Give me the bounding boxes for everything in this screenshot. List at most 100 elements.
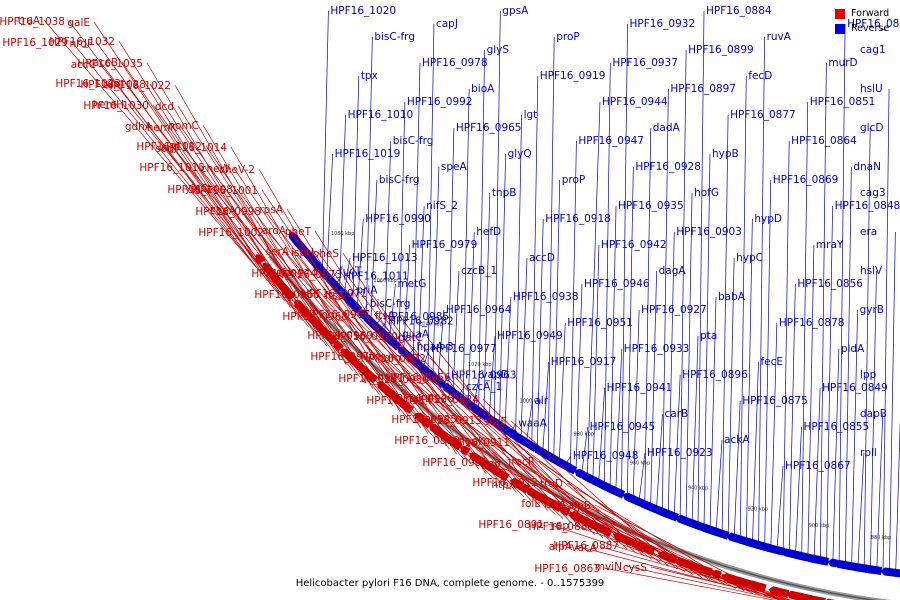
forward-leader-line xyxy=(625,565,783,600)
forward-leader-line xyxy=(174,84,322,341)
reverse-leader-line xyxy=(603,62,611,486)
forward-leader-line xyxy=(152,104,334,353)
reverse-leader-line xyxy=(499,153,506,426)
reverse-leader-line xyxy=(727,257,735,536)
reverse-gene-label: HPF16_0964 xyxy=(446,304,512,316)
forward-gene-label: cheV-2 xyxy=(219,164,255,176)
legend-reverse-label: Reverse xyxy=(851,23,890,34)
forward-gene-label: ftsZ xyxy=(325,290,345,302)
reverse-gene-label: carB xyxy=(664,408,688,420)
forward-leader-line xyxy=(43,19,257,268)
tick-label: 1000 kbp xyxy=(520,399,544,405)
forward-leader-line xyxy=(233,167,394,407)
reverse-leader-line xyxy=(553,179,561,459)
forward-gene-label: HPF16_1002 xyxy=(198,227,264,239)
forward-leader-line xyxy=(650,566,790,600)
reverse-leader-line xyxy=(432,166,440,377)
reverse-leader-line xyxy=(679,49,687,519)
reverse-leader-line xyxy=(667,231,675,515)
reverse-gene-shape xyxy=(657,507,679,522)
forward-gene-label: sodF xyxy=(155,143,180,155)
reverse-leader-line xyxy=(473,374,480,408)
reverse-gene xyxy=(345,296,363,314)
reverse-gene-label: HPF16_0990 xyxy=(365,213,431,225)
forward-leader-line xyxy=(566,482,745,592)
reverse-leader-line xyxy=(412,62,421,361)
forward-gene-label: HPF16_0901 xyxy=(422,457,488,469)
reverse-leader-line xyxy=(575,283,583,472)
reverse-leader-line xyxy=(832,348,840,563)
forward-gene-label: folE xyxy=(521,498,541,510)
reverse-gene xyxy=(605,484,626,499)
forward-leader-line xyxy=(208,166,387,401)
forward-leader-line xyxy=(239,209,436,439)
forward-gene-label: HPF16_0914 xyxy=(366,395,432,407)
reverse-leader-line xyxy=(389,283,396,340)
reverse-gene-label: HPF16_0884 xyxy=(706,5,772,17)
reverse-leader-line xyxy=(352,75,360,304)
reverse-gene-label: HPF16_0941 xyxy=(607,382,673,394)
reverse-gene-label: HPF16_0949 xyxy=(497,330,563,342)
reverse-gene-label: bisC-frg xyxy=(379,174,420,186)
forward-gene-label: accC xyxy=(71,59,96,71)
reverse-leader-line xyxy=(570,140,577,469)
forward-gene-label: HPF16_0924 xyxy=(413,394,479,406)
reverse-leader-line xyxy=(770,322,778,549)
reverse-gene-label: metG xyxy=(397,278,426,290)
forward-leader-line xyxy=(323,293,525,498)
reverse-gene-label: HPF16_0947 xyxy=(578,135,644,147)
forward-gene xyxy=(359,366,379,384)
reverse-gene-label: glyS xyxy=(487,44,510,56)
reverse-gene-label: hypC xyxy=(736,252,763,264)
reverse-swatch xyxy=(835,23,845,34)
forward-leader-line xyxy=(230,146,374,389)
tick-label: 900 kbp xyxy=(809,523,829,529)
forward-gene-label: galE xyxy=(67,17,90,29)
forward-gene-label: pgm xyxy=(377,352,401,364)
reverse-gene-shape xyxy=(884,567,896,577)
forward-gene-shape xyxy=(559,505,571,517)
reverse-leader-line xyxy=(870,270,877,570)
reverse-gene-label: gyrB xyxy=(860,304,884,316)
reverse-gene-label: HPF16_0938 xyxy=(513,291,579,303)
reverse-gene-label: hypB xyxy=(712,148,739,160)
reverse-gene-label: ackA xyxy=(724,434,750,446)
forward-leader-line xyxy=(460,418,661,563)
legend-forward-label: Forward xyxy=(851,8,890,19)
forward-gene-shape xyxy=(804,594,826,600)
forward-gene xyxy=(319,327,338,345)
forward-leader-line xyxy=(401,335,572,523)
reverse-leader-line xyxy=(813,387,821,559)
reverse-gene xyxy=(657,507,679,522)
map-caption: Helicobacter pylori F16 DNA, complete ge… xyxy=(295,578,605,589)
reverse-leader-line xyxy=(691,335,699,524)
reverse-gene-shape xyxy=(469,403,490,421)
forward-gene-label: gdhA xyxy=(125,121,153,133)
tick-label: 960 kbp xyxy=(630,461,650,467)
reverse-leader-line xyxy=(322,10,329,272)
reverse-gene-label: HPF16_0918 xyxy=(545,213,611,225)
reverse-gene-label: HPF16_0992 xyxy=(407,96,473,108)
forward-gene-label: HPF16_0911 xyxy=(444,437,510,449)
reverse-gene xyxy=(890,568,900,578)
reverse-leader-line xyxy=(531,75,539,446)
reverse-leader-line xyxy=(437,309,445,381)
reverse-gene-label: HPF16_1013 xyxy=(352,252,418,264)
reverse-leader-line xyxy=(592,244,600,481)
reverse-gene-label: HPF16_0878 xyxy=(779,317,845,329)
reverse-gene-label: era xyxy=(860,226,877,238)
forward-leader-line xyxy=(429,357,604,539)
forward-gene-label: HPF16_0974 xyxy=(251,268,317,280)
reverse-leader-line xyxy=(851,309,858,567)
forward-leader-line xyxy=(351,315,556,515)
reverse-leader-line xyxy=(493,10,501,422)
reverse-gene-label: speA xyxy=(441,161,468,173)
reverse-leader-line xyxy=(615,348,623,492)
tick-label: 880 kbp xyxy=(871,535,891,541)
reverse-gene-label: nifS_2 xyxy=(426,200,458,212)
reverse-leader-line xyxy=(752,361,759,544)
reverse-leader-line xyxy=(581,426,588,475)
reverse-gene-label: dapB xyxy=(860,408,887,420)
reverse-leader-line xyxy=(697,10,705,526)
reverse-gene-label: bisC-frg xyxy=(370,298,411,310)
